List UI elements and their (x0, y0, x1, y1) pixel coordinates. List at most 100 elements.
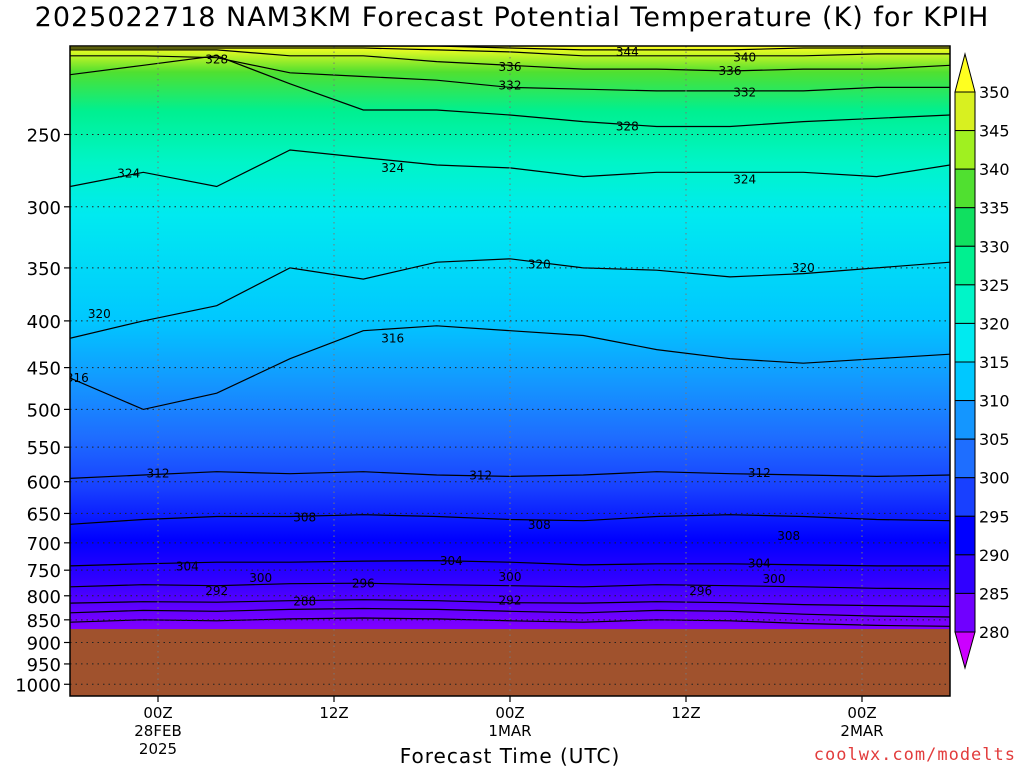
contour-label-20: 308 (528, 518, 551, 532)
colorbar-label: 320 (979, 314, 1010, 333)
contour-label-25: 300 (249, 571, 272, 585)
contour-label-21: 308 (777, 529, 800, 543)
colorbar-label: 285 (979, 584, 1010, 603)
y-tick-label: 450 (27, 359, 61, 380)
colorbar-segment (954, 207, 976, 247)
contour-label-7: 328 (616, 119, 639, 133)
contour-label-19: 308 (293, 511, 316, 525)
colorbar-segment (954, 361, 976, 402)
contour-label-4: 340 (733, 51, 756, 65)
contour-label-29: 296 (689, 584, 712, 598)
colorbar-label: 315 (979, 353, 1010, 372)
contour-label-23: 304 (440, 554, 463, 568)
chart-title: 2025022718 NAM3KM Forecast Potential Tem… (34, 2, 990, 33)
y-tick-label: 550 (27, 438, 61, 459)
colorbar-segment (954, 91, 976, 132)
isentrope-328 (70, 55, 950, 128)
colorbar-segment (954, 168, 976, 209)
colorbar-label: 345 (979, 122, 1010, 141)
contour-label-1: 336 (499, 60, 522, 74)
isentrope-336 (70, 49, 950, 72)
y-tick-label: 900 (27, 633, 61, 654)
colorbar-label: 300 (979, 469, 1010, 488)
x-tick-label: 00Z (847, 704, 876, 722)
x-tick-label: 00Z (495, 704, 524, 722)
y-tick-label: 750 (27, 561, 61, 582)
isentrope-320 (70, 258, 950, 339)
contour-label-27: 300 (763, 572, 786, 586)
contour-label-14: 316 (66, 371, 89, 385)
x-axis-title: Forecast Time (UTC) (399, 744, 621, 768)
contour-label-17: 312 (469, 469, 492, 483)
colorbar-bottom-arrow (954, 631, 976, 670)
colorbar: 350 345 340 335 330 325 320 315 310 305 300 295 290 2… (954, 52, 1010, 670)
x-tick-label: 2MAR (840, 722, 883, 740)
x-tick-label: 28FEB (134, 722, 181, 740)
colorbar-label: 295 (979, 507, 1010, 526)
y-tick-label: 300 (27, 198, 61, 219)
isentrope-344 (70, 46, 950, 51)
contour-label-22: 304 (176, 559, 199, 573)
colorbar-segment (954, 477, 976, 517)
contour-label-16: 312 (147, 467, 170, 481)
contour-label-11: 320 (88, 307, 111, 321)
y-tick-label: 950 (27, 655, 61, 676)
contour-label-0: 328 (205, 53, 228, 67)
contour-label-30: 292 (205, 584, 228, 598)
contour-label-31: 292 (499, 594, 522, 608)
y-tick-label: 800 (27, 587, 61, 608)
colorbar-label: 310 (979, 392, 1010, 411)
contour-label-24: 304 (748, 556, 771, 570)
contour-label-2: 332 (499, 79, 522, 93)
colorbar-label: 325 (979, 276, 1010, 295)
y-tick-label: 1000 (15, 675, 61, 696)
y-tick-label: 500 (27, 400, 61, 421)
contour-label-8: 324 (117, 167, 140, 181)
x-tick-label: 1MAR (488, 722, 531, 740)
y-axis: 2503003504004505005506006507007508008509… (15, 125, 70, 696)
colorbar-label: 350 (979, 83, 1010, 102)
contour-label-12: 320 (528, 258, 551, 272)
colorbar-segment (954, 592, 976, 633)
y-tick-label: 600 (27, 473, 61, 494)
colorbar-segment (954, 438, 976, 479)
credit-text: coolwx.com/modelts (813, 745, 1016, 765)
y-tick-label: 650 (27, 504, 61, 525)
colorbar-segment (954, 554, 976, 594)
x-tick-label: 12Z (671, 704, 700, 722)
colorbar-segment (954, 130, 976, 170)
colorbar-label: 335 (979, 199, 1010, 218)
colorbar-segment (954, 245, 976, 286)
y-tick-label: 250 (27, 125, 61, 146)
contour-label-15: 316 (381, 331, 404, 345)
contour-label-26: 300 (499, 570, 522, 584)
y-tick-label: 850 (27, 611, 61, 632)
colorbar-segment (954, 284, 976, 324)
contour-label-18: 312 (748, 466, 771, 480)
colorbar-label: 290 (979, 546, 1010, 565)
y-tick-label: 350 (27, 259, 61, 280)
contour-label-3: 344 (616, 45, 639, 59)
isentrope-316 (70, 325, 950, 411)
y-tick-label: 400 (27, 312, 61, 333)
x-tick-label: 2025 (139, 740, 177, 758)
contour-label-9: 324 (381, 161, 404, 175)
contour-label-13: 320 (792, 261, 815, 275)
isentrope-288 (70, 617, 950, 627)
colorbar-segment (954, 322, 976, 363)
colorbar-label: 305 (979, 430, 1010, 449)
colorbar-segment (954, 400, 976, 440)
contour-label-32: 288 (293, 595, 316, 609)
isentrope-292 (70, 607, 950, 618)
contour-label-5: 336 (719, 64, 742, 78)
colorbar-label: 340 (979, 160, 1010, 179)
colorbar-segment (954, 515, 976, 556)
contour-label-28: 296 (352, 577, 375, 591)
grid-lines (70, 46, 950, 696)
x-tick-label: 12Z (319, 704, 348, 722)
contour-label-10: 324 (733, 172, 756, 186)
colorbar-top-arrow (954, 52, 976, 93)
